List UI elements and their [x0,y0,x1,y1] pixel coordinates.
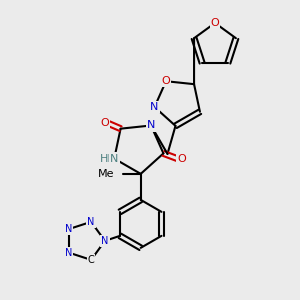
Text: N: N [65,248,72,258]
Text: O: O [162,76,170,86]
Text: HN: HN [100,154,117,164]
Text: O: O [211,18,219,28]
Text: C: C [88,255,94,265]
Text: N: N [150,102,159,112]
Text: N: N [147,121,155,130]
Text: N: N [101,236,109,246]
Text: Me: Me [98,169,115,179]
Text: N: N [65,224,72,234]
Text: O: O [100,118,109,128]
Text: N: N [110,154,118,164]
Text: N: N [87,217,95,227]
Text: O: O [177,154,186,164]
